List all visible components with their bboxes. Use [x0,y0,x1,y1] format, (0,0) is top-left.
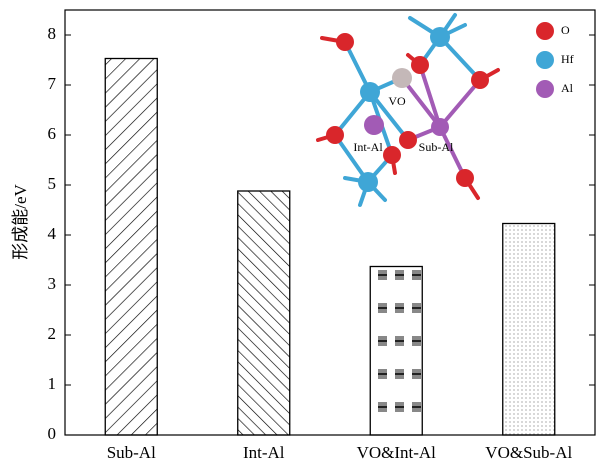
y-tick-label: 7 [48,74,57,93]
atom-label: VO [388,94,406,108]
y-tick-label: 2 [48,324,57,343]
atom-label: Int-Al [353,140,383,154]
y-tick-label: 5 [48,174,57,193]
y-tick-label: 1 [48,374,57,393]
legend-swatch [536,80,554,98]
legend-swatch [536,22,554,40]
y-tick-label: 4 [48,224,57,243]
y-tick-label: 0 [48,424,57,443]
x-tick-label: VO&Int-Al [357,443,437,462]
x-tick-label: Int-Al [243,443,285,462]
legend-label: Hf [561,52,574,66]
y-tick-label: 8 [48,24,57,43]
y-tick-label: 6 [48,124,57,143]
y-tick-label: 3 [48,274,57,293]
bar [370,267,422,436]
bar [105,59,157,436]
bar [238,191,290,435]
y-axis-label: 形成能/eV [11,184,30,260]
legend-label: O [561,23,570,37]
x-tick-label: Sub-Al [107,443,156,462]
bar [503,224,555,436]
structure-inset: VO Int-Al Sub-Al O Hf Al [318,15,574,205]
legend-swatch [536,51,554,69]
chart: 形成能/eV VO Int-Al Sub-Al O Hf Al 0 1 2 3 4 5 6 7 8 Sub-… [0,0,606,463]
atom-label: Sub-Al [419,140,454,154]
x-tick-label: VO&Sub-Al [485,443,572,462]
legend-label: Al [561,81,574,95]
